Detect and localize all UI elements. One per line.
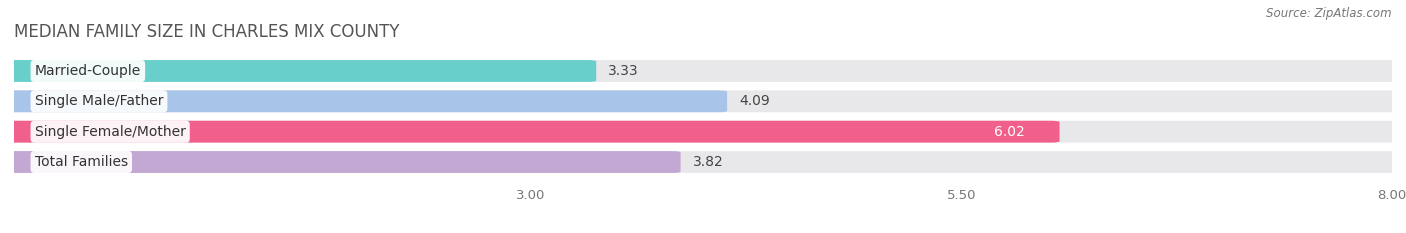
- FancyBboxPatch shape: [6, 151, 1400, 173]
- FancyBboxPatch shape: [6, 151, 681, 173]
- FancyBboxPatch shape: [6, 121, 1060, 143]
- Text: 4.09: 4.09: [740, 94, 770, 108]
- Text: Single Male/Father: Single Male/Father: [35, 94, 163, 108]
- FancyBboxPatch shape: [6, 60, 596, 82]
- Text: 3.33: 3.33: [609, 64, 638, 78]
- FancyBboxPatch shape: [6, 90, 1400, 112]
- Text: Married-Couple: Married-Couple: [35, 64, 141, 78]
- Text: MEDIAN FAMILY SIZE IN CHARLES MIX COUNTY: MEDIAN FAMILY SIZE IN CHARLES MIX COUNTY: [14, 23, 399, 41]
- Text: Total Families: Total Families: [35, 155, 128, 169]
- Text: Single Female/Mother: Single Female/Mother: [35, 125, 186, 139]
- Text: Source: ZipAtlas.com: Source: ZipAtlas.com: [1267, 7, 1392, 20]
- FancyBboxPatch shape: [6, 121, 1400, 143]
- Text: 3.82: 3.82: [693, 155, 724, 169]
- FancyBboxPatch shape: [6, 60, 1400, 82]
- FancyBboxPatch shape: [6, 90, 727, 112]
- Text: 6.02: 6.02: [994, 125, 1025, 139]
